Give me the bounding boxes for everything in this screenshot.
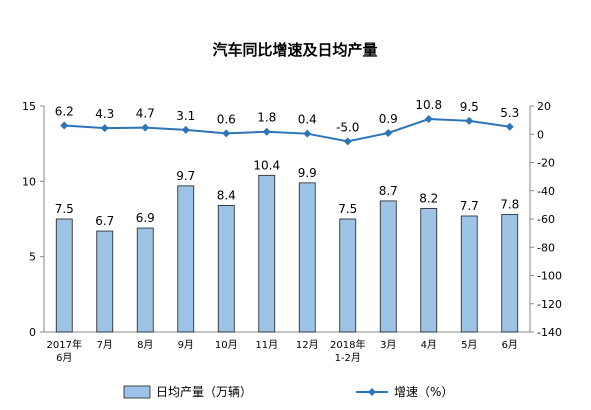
line-point [141, 123, 150, 132]
line-value-label: 1.8 [257, 111, 276, 125]
y-left-tick-label: 0 [29, 326, 36, 339]
bar [379, 200, 397, 333]
bar [96, 230, 114, 333]
bar [136, 227, 154, 333]
line-point [262, 127, 271, 136]
line-value-label: 3.1 [176, 109, 195, 123]
line-value-label: 6.2 [55, 104, 74, 118]
bar-value-label: 8.7 [379, 184, 398, 198]
x-tick-label: 2018年 1-2月 [330, 338, 365, 364]
x-tick-label: 12月 [296, 339, 319, 351]
line-value-label: 9.5 [460, 100, 479, 114]
bar [177, 185, 195, 333]
line-point [100, 124, 109, 133]
line-series: 6.2 4.3 4.7 3.1 0.6 1.8 0.4 -5.0 0.9 10.8 9.5 5.3 [55, 98, 519, 146]
line-point [424, 114, 433, 123]
y-right-tick-label: 20 [537, 100, 551, 113]
line-value-label: 10.8 [415, 98, 442, 112]
y-right-tick-label: -120 [537, 298, 562, 311]
y-right-tick-label: -100 [537, 270, 562, 283]
line-value-label: -5.0 [336, 120, 359, 134]
x-tick-label: 9月 [178, 339, 194, 351]
x-tick-label: 6月 [502, 339, 518, 351]
line-point [222, 129, 231, 138]
axes: 0 5 10 15 20 0 -20 -40 -60 -80 -100 -120 -140 [22, 100, 562, 339]
bar-value-label: 8.2 [419, 191, 438, 205]
line-value-label: 5.3 [500, 106, 519, 120]
y-right-tick-label: -40 [537, 185, 555, 198]
line-point [384, 128, 393, 137]
x-tick-label: 10月 [215, 339, 238, 351]
line-value-label: 0.4 [298, 113, 317, 127]
bar [420, 208, 438, 333]
line-point [343, 137, 352, 146]
growth-line [64, 117, 510, 143]
bar [460, 215, 478, 333]
line-point [181, 125, 190, 134]
bar-value-label: 7.5 [338, 202, 357, 216]
bar-value-label: 9.9 [298, 166, 317, 180]
x-tick-label: 3月 [380, 339, 396, 351]
y-left-tick-label: 5 [29, 251, 36, 264]
legend-bar-swatch [123, 385, 151, 399]
bar [339, 218, 357, 333]
legend-bar-label: 日均产量（万辆） [156, 385, 252, 399]
x-tick-label: 11月 [255, 339, 278, 351]
bar-value-label: 8.4 [217, 188, 236, 202]
x-tick-label: 4月 [421, 339, 437, 351]
line-point [303, 129, 312, 138]
y-right-tick-label: -20 [537, 157, 555, 170]
legend-line-marker [368, 388, 376, 396]
line-value-label: 4.3 [95, 107, 114, 121]
legend: 日均产量（万辆） 增速（%） [123, 385, 453, 399]
line-point [60, 121, 69, 130]
y-right-tick-label: -140 [537, 326, 562, 339]
y-left-tick-label: 15 [22, 100, 36, 113]
line-point [465, 116, 474, 125]
bar [217, 205, 235, 333]
bar-value-label: 7.8 [500, 197, 519, 211]
bar [258, 174, 276, 333]
bar-value-label: 7.5 [55, 202, 74, 216]
line-value-label: 0.9 [379, 112, 398, 126]
bar-value-label: 6.9 [136, 211, 155, 225]
x-tick-label: 5月 [461, 339, 477, 351]
bar [55, 218, 73, 333]
x-axis-ticks: 2017年 6月 7月 8月 9月 10月 11月 12月 2018年 1-2月 3月 4月 5月 6月 [47, 338, 518, 364]
bar-value-label: 10.4 [253, 158, 280, 172]
bar [298, 182, 316, 333]
x-tick-label: 7月 [97, 339, 113, 351]
line-value-label: 4.7 [136, 107, 155, 121]
legend-line-label: 增速（%） [394, 385, 453, 399]
y-left-tick-label: 10 [22, 175, 36, 188]
bar-value-label: 9.7 [176, 169, 195, 183]
x-tick-label: 2017年 6月 [47, 338, 82, 364]
y-right-tick-label: 0 [537, 128, 544, 141]
y-right-tick-label: -80 [537, 241, 555, 254]
bar-series: 7.5 6.7 6.9 9.7 8.4 10.4 9.9 7.5 8.7 8.2 7.7 7.8 [55, 158, 519, 333]
line-point [505, 122, 514, 131]
bar-value-label: 7.7 [460, 199, 479, 213]
chart-title: 汽车同比增速及日均产量 [212, 41, 377, 59]
bar-value-label: 6.7 [95, 214, 114, 228]
y-right-tick-label: -60 [537, 213, 555, 226]
x-tick-label: 8月 [137, 339, 153, 351]
line-value-label: 0.6 [217, 112, 236, 126]
bar [501, 214, 519, 333]
